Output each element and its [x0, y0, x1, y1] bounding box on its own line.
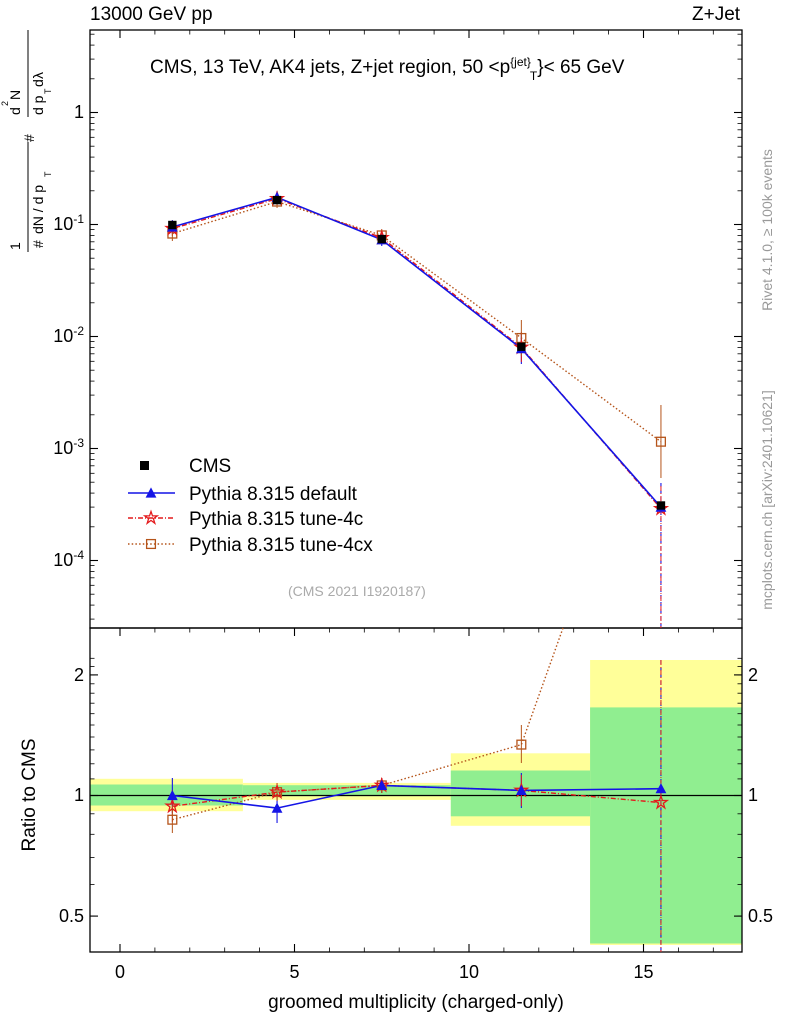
svg-text:Pythia 8.315 default: Pythia 8.315 default — [189, 484, 358, 505]
svg-text:N: N — [7, 90, 23, 100]
svg-text:mcplots.cern.ch [arXiv:2401.10: mcplots.cern.ch [arXiv:2401.10621] — [759, 390, 775, 609]
svg-text:2: 2 — [74, 665, 84, 685]
svg-text:d p: d p — [30, 95, 46, 115]
svg-text:1: 1 — [74, 102, 84, 122]
svg-text:1: 1 — [74, 785, 84, 805]
svg-text:1: 1 — [7, 242, 23, 250]
svg-text:Rivet 4.1.0, ≥ 100k events: Rivet 4.1.0, ≥ 100k events — [759, 149, 775, 311]
svg-text:Z+Jet: Z+Jet — [692, 4, 741, 25]
svg-text:0.5: 0.5 — [748, 906, 773, 926]
svg-text:10: 10 — [459, 962, 479, 982]
svg-text:dN / d p: dN / d p — [30, 185, 46, 234]
svg-text:Ratio to CMS: Ratio to CMS — [19, 739, 40, 852]
svg-text:5: 5 — [289, 962, 299, 982]
svg-text:#: # — [30, 240, 46, 248]
svg-text:CMS: CMS — [189, 456, 231, 477]
svg-text:T: T — [43, 171, 53, 177]
svg-text:λ: λ — [30, 72, 46, 79]
svg-text:groomed multiplicity (charged-: groomed multiplicity (charged-only) — [268, 992, 564, 1013]
svg-text:13000 GeV pp: 13000 GeV pp — [90, 4, 213, 25]
svg-text:2: 2 — [0, 101, 10, 106]
svg-text:T: T — [43, 88, 53, 94]
svg-text:Pythia 8.315 tune-4c: Pythia 8.315 tune-4c — [189, 509, 363, 530]
svg-text:0: 0 — [115, 962, 125, 982]
svg-text:Pythia 8.315 tune-4cx: Pythia 8.315 tune-4cx — [189, 535, 373, 556]
svg-text:d: d — [30, 79, 46, 87]
svg-text:2: 2 — [748, 665, 758, 685]
svg-text:#: # — [21, 134, 37, 142]
svg-text:15: 15 — [633, 962, 653, 982]
svg-text:d: d — [7, 107, 23, 115]
svg-text:0.5: 0.5 — [59, 906, 84, 926]
svg-text:1: 1 — [748, 785, 758, 805]
svg-text:(CMS 2021 I1920187): (CMS 2021 I1920187) — [288, 583, 426, 599]
